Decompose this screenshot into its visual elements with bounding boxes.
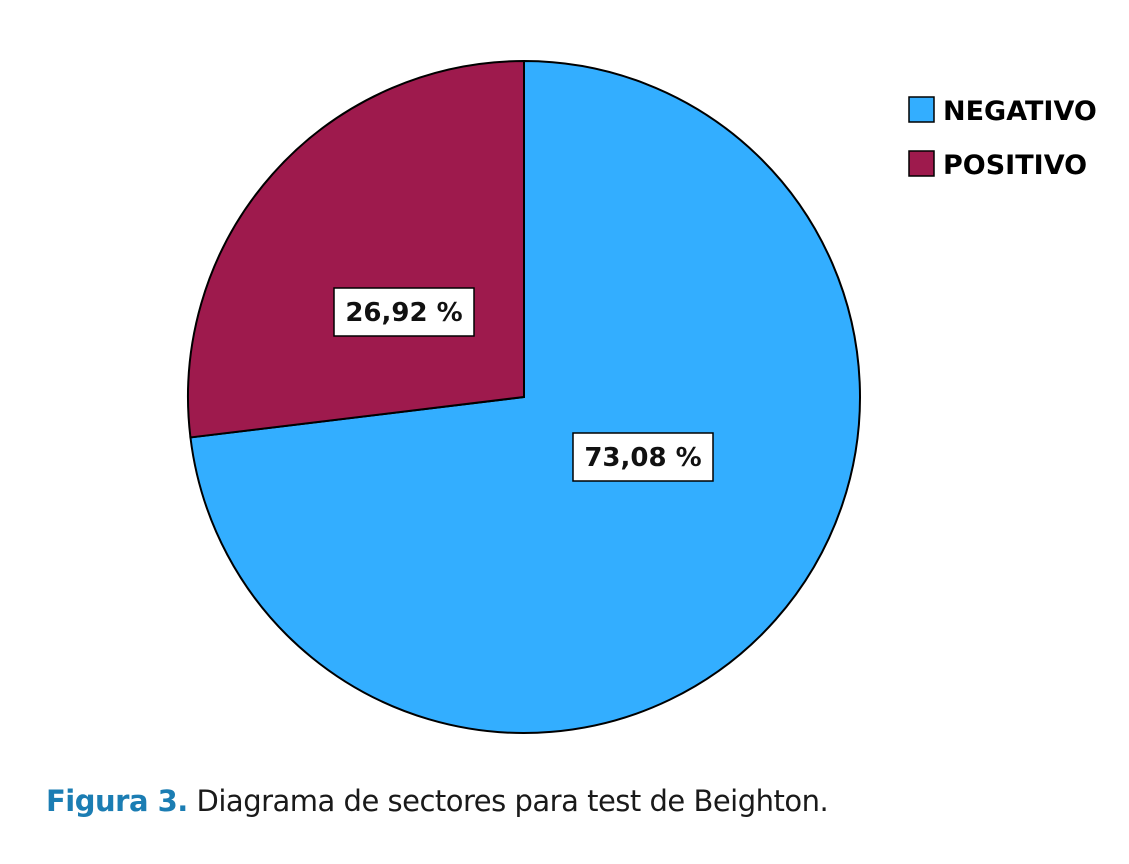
legend-label-negativo: NEGATIVO: [943, 96, 1097, 127]
legend-label-positivo: POSITIVO: [943, 150, 1087, 181]
figure-caption: Figura 3. Diagrama de sectores para test…: [46, 784, 829, 818]
data-label-negativo: 73,08 %: [584, 443, 701, 473]
legend-swatch-negativo: [908, 96, 935, 123]
data-label-box: [572, 432, 714, 482]
figure-number: Figura 3.: [46, 784, 188, 818]
legend-swatch-positivo: [908, 150, 935, 177]
data-label-box: [333, 287, 475, 337]
data-label-positivo: 26,92 %: [345, 298, 462, 328]
pie-slice-positivo: [187, 59, 525, 439]
pie-slice-negativo: [189, 59, 861, 734]
caption-text: Diagrama de sectores para test de Beight…: [187, 784, 829, 818]
